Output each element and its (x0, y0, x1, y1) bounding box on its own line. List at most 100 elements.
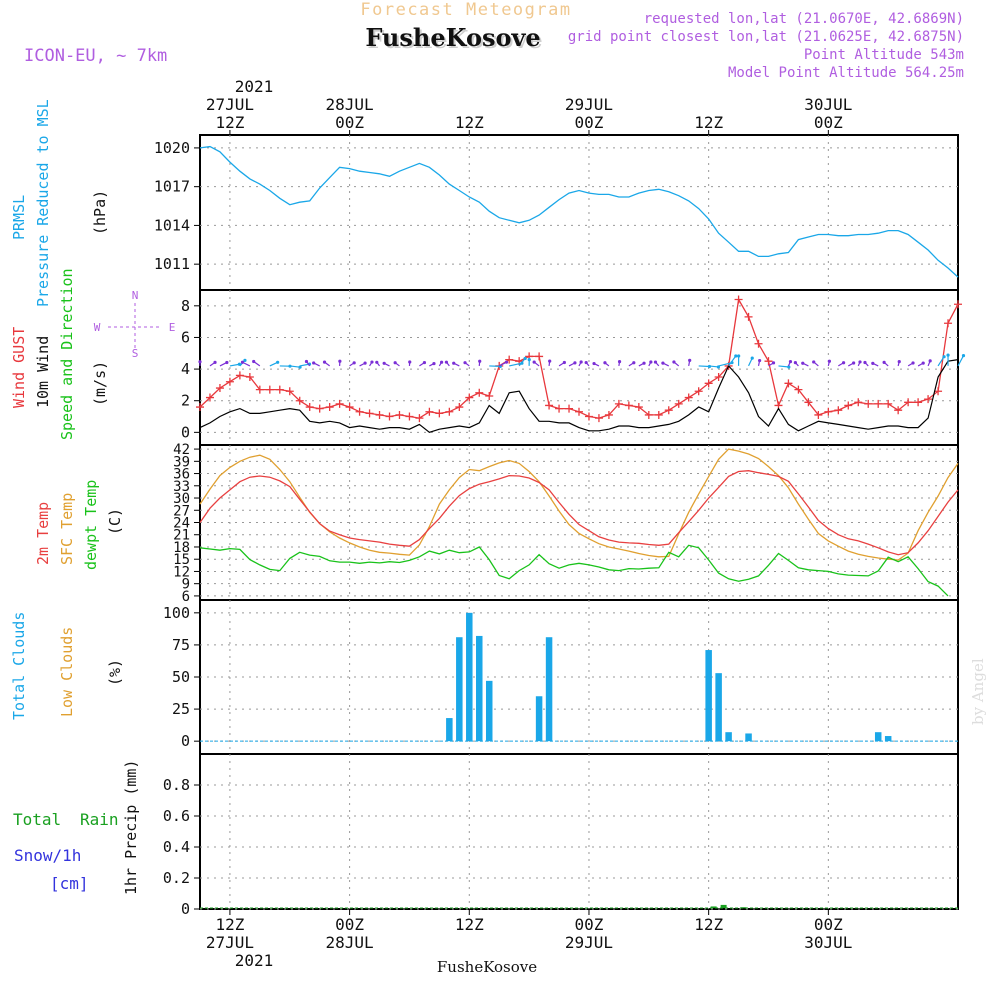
gust-point (704, 379, 713, 388)
wind-arrow-head (240, 360, 245, 364)
gust-point (295, 396, 304, 405)
wind-arrow-head (632, 361, 636, 365)
wind-arrow-head (213, 360, 217, 364)
y-tick-label: 0.8 (163, 776, 190, 794)
gust-point (335, 399, 344, 408)
wind-arrow-head (897, 360, 901, 364)
gust-point (734, 295, 743, 304)
gust-point (245, 372, 254, 381)
gust-point (485, 391, 494, 400)
product-title: Forecast Meteogram (360, 0, 571, 20)
wind-panel: 0 2 4 6 8 (181, 289, 966, 446)
wind-arrow-head (579, 360, 583, 364)
gust-point (674, 399, 683, 408)
top-day-label: 29JUL (565, 95, 613, 114)
credit-watermark: by Angel (969, 658, 987, 725)
y-tick-label: 0.6 (163, 807, 190, 825)
precip-frame (199, 753, 959, 910)
wind10-label: 10m Wind (34, 336, 52, 408)
bottom-hour-label: 12Z (215, 915, 244, 934)
point-altitude: Point Altitude 543m (804, 47, 964, 63)
gust-point (555, 404, 564, 413)
bottom-day-label: 29JUL (565, 933, 613, 952)
location-title-shadow: FusheKosove (367, 25, 542, 54)
wind-arrow-head (338, 359, 342, 363)
wind-arrow-head (225, 360, 229, 365)
wind-arrow (289, 365, 301, 368)
wind-unit-label: (m/s) (91, 361, 109, 406)
rain-label: Rain (80, 810, 119, 829)
footer-location: FusheKosove (437, 958, 537, 976)
wind-arrow-head (198, 360, 202, 364)
gust-point (275, 385, 284, 394)
gust-point (664, 406, 673, 415)
wind-arrow-head (642, 361, 646, 365)
y-tick-label: 1011 (154, 255, 190, 273)
wind-arrow-head (363, 361, 367, 365)
gust-point (345, 403, 354, 412)
top-hour-label: 12Z (455, 113, 484, 132)
wind-arrow-head (942, 355, 946, 359)
precip-bar (720, 904, 727, 908)
wind-arrow-head (252, 359, 256, 364)
gust-point (395, 410, 404, 419)
gust-point (505, 355, 514, 364)
y-tick-label: 6 (182, 589, 190, 605)
clouds-panel: 0 25 50 75 100 (163, 599, 959, 755)
gust-point (884, 399, 893, 408)
cloud-bar (715, 673, 722, 742)
top-day-label: 30JUL (804, 95, 852, 114)
bottom-hour-label: 00Z (335, 915, 364, 934)
wind-arrow-head (439, 360, 444, 364)
gust-point (365, 409, 374, 418)
temp-unit-label: (C) (106, 508, 124, 535)
y-tick-label: 25 (172, 700, 190, 718)
gust-point (754, 339, 763, 348)
cloud-bar (874, 732, 882, 742)
snow-label: Snow/1h (14, 846, 81, 865)
requested-coords: requested lon,lat (21.0670E, 42.6869N) (644, 11, 964, 27)
compass-e: E (169, 321, 176, 334)
gust-point (565, 404, 574, 413)
dewpt-label: dewpt Temp (82, 480, 100, 570)
wind-arrow (728, 355, 737, 367)
wind-arrow-head (478, 359, 482, 363)
y-tick-label: 100 (163, 604, 190, 622)
wind-arrow (299, 363, 310, 367)
gust-point (455, 403, 464, 412)
gust-point (315, 404, 324, 413)
wind-arrow-head (375, 360, 379, 364)
top-hour-label: 12Z (694, 113, 723, 132)
gust-point (784, 379, 793, 388)
gust-point (864, 399, 873, 408)
gust-point (874, 399, 883, 408)
wind-arrow-head (961, 354, 966, 358)
panels: 1011101410171020024686912151821242730333… (154, 134, 966, 918)
total-label: Total (13, 810, 61, 829)
wind-arrow-head (312, 361, 316, 365)
sfc-label: SFC Temp (58, 493, 76, 565)
gust-point (225, 377, 234, 386)
pressure-unit-label: (hPa) (91, 190, 109, 235)
pressure-panel-labels: PRMSL Pressure Reduced to MSL (hPa) (10, 99, 109, 307)
wind-arrow-head (734, 354, 738, 358)
bottom-day-label: 30JUL (804, 933, 852, 952)
wind-arrow-head (649, 360, 653, 364)
compass-s: S (132, 347, 139, 360)
wind-arrow-head (573, 361, 577, 365)
gust-point (804, 398, 813, 407)
y-tick-label: 4 (181, 360, 190, 378)
gust-point (744, 312, 753, 321)
gust-point (794, 385, 803, 394)
gust-point (764, 357, 773, 366)
gust-point (435, 409, 444, 418)
wind-arrow-head (523, 356, 527, 361)
gust-point (954, 300, 962, 309)
wind-arrow-head (562, 360, 566, 365)
gust-point (894, 406, 903, 415)
wind-arrow-head (858, 360, 862, 364)
gust-point (634, 403, 643, 412)
y-tick-label: 42 (173, 442, 190, 458)
wind-arrow (698, 365, 710, 368)
y-tick-label: 1017 (154, 178, 190, 196)
